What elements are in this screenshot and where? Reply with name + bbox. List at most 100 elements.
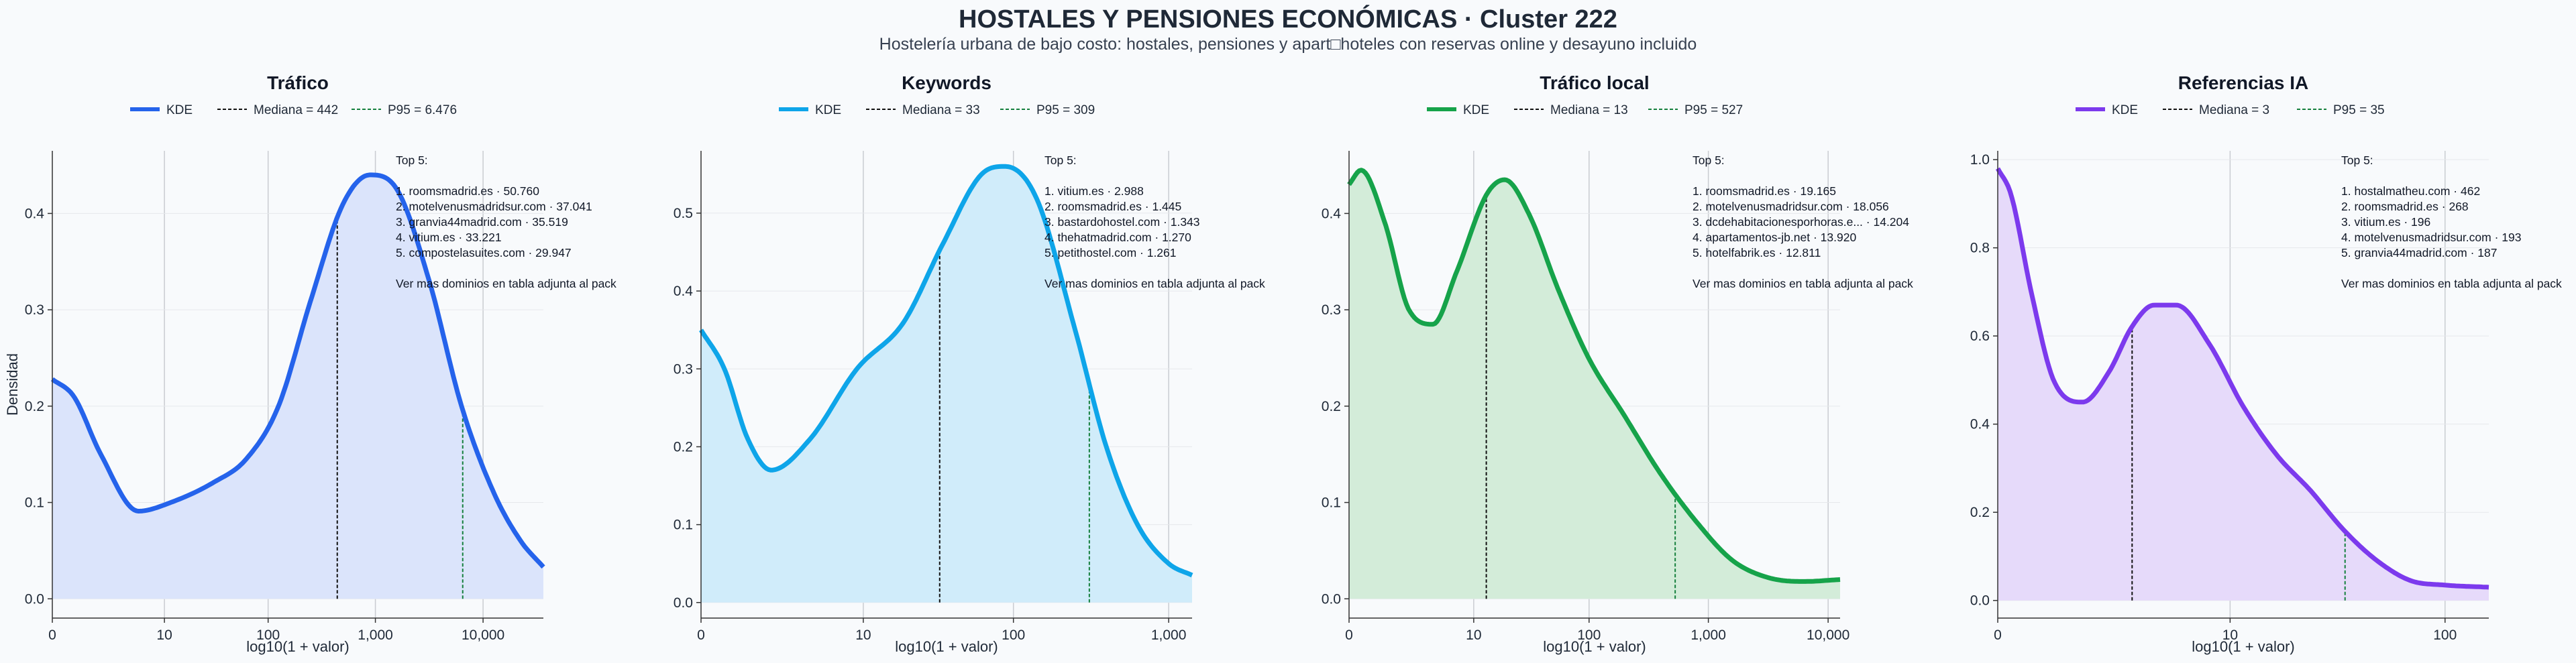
y-tick-label: 0.4 [1322, 206, 1342, 221]
y-tick-label: 0.5 [674, 206, 693, 221]
x-tick-label: 0 [697, 627, 705, 643]
top5-line: Top 5: [1044, 154, 1077, 167]
x-tick-label: 10 [2222, 627, 2238, 643]
kde-area [1349, 170, 1840, 599]
chart-title: Keywords [902, 72, 991, 93]
y-tick-label: 0.8 [1970, 241, 1990, 256]
top5-line: Top 5: [2341, 154, 2373, 167]
x-tick-label: 0 [1994, 627, 2002, 643]
y-tick-label: 1.0 [1970, 152, 1990, 168]
y-axis-title: Densidad [4, 353, 21, 416]
top5-line: 3. dcdehabitacionesporhoras.e... · 14.20… [1693, 215, 1909, 229]
y-tick-label: 0.2 [25, 399, 44, 414]
top5-box: Top 5: 1. roomsmadrid.es · 19.165 2. motel… [1693, 154, 1913, 290]
top5-line: 2. roomsmadrid.es · 268 [2341, 200, 2469, 213]
legend-kde-label: KDE [166, 103, 193, 117]
x-tick-label: 100 [1002, 627, 1025, 643]
top5-line: 2. motelvenusmadridsur.com · 37.041 [396, 200, 592, 213]
x-tick-label: 10 [156, 627, 172, 643]
top5-line: 4. thehatmadrid.com · 1.270 [1044, 231, 1191, 244]
y-tick-label: 0.0 [674, 595, 693, 611]
top5-line: 2. roomsmadrid.es · 1.445 [1044, 200, 1181, 213]
x-axis-title: log10(1 + valor) [246, 638, 349, 655]
y-tick-label: 0.1 [674, 518, 693, 533]
legend-p95-label: P95 = 309 [1036, 103, 1095, 117]
top5-line: 5. granvia44madrid.com · 187 [2341, 246, 2497, 259]
legend-kde-label: KDE [815, 103, 841, 117]
y-tick-label: 0.0 [1970, 593, 1990, 609]
kde-line [1347, 168, 1841, 584]
y-tick-label: 0.3 [674, 361, 693, 377]
y-tick-label: 0.2 [1970, 505, 1990, 520]
x-tick-label: 100 [2433, 627, 2457, 643]
y-tick-label: 0.2 [1322, 399, 1341, 414]
kde-area [701, 166, 1192, 603]
kde-area [52, 174, 543, 599]
top5-box: Top 5: 1. roomsmadrid.es · 50.760 2. motel… [396, 154, 616, 290]
page-title: HOSTALES Y PENSIONES ECONÓMICAS · Cluste… [959, 5, 1617, 34]
y-tick-label: 0.2 [674, 439, 693, 455]
x-tick-label: 0 [1345, 627, 1353, 643]
top5-line: 3. granvia44madrid.com · 35.519 [396, 215, 568, 229]
x-axis-title: log10(1 + valor) [2192, 638, 2294, 655]
chart-legend: KDE Mediana = 33 P95 = 309 [779, 103, 1095, 117]
legend-p95-label: P95 = 527 [1684, 103, 1743, 117]
x-tick-label: 1,000 [1151, 627, 1187, 643]
top5-line: 1. roomsmadrid.es · 50.760 [396, 184, 539, 198]
legend-p95-label: P95 = 6.476 [388, 103, 457, 117]
legend-kde-label: KDE [2112, 103, 2138, 117]
chart-panel-4: Referencias IA KDE Mediana = 3 P95 = 35 0 10 1… [1970, 72, 2562, 655]
top5-box: Top 5: 1. hostalmatheu.com · 462 2. roomsm… [2341, 154, 2562, 290]
top5-line: 3. vitium.es · 196 [2341, 215, 2430, 229]
kde-line [50, 172, 545, 569]
chart-title: Tráfico [267, 72, 329, 93]
kde-area [1998, 168, 2489, 601]
top5-line: Ver mas dominios en tabla adjunta al pac… [1693, 277, 1913, 290]
top5-line: 1. vitium.es · 2.988 [1044, 184, 1144, 198]
top5-line: Ver mas dominios en tabla adjunta al pac… [396, 277, 616, 290]
chart-legend: KDE Mediana = 13 P95 = 527 [1427, 103, 1743, 117]
top5-line: 5. compostelasuites.com · 29.947 [396, 246, 572, 259]
y-tick-label: 0.0 [25, 591, 44, 607]
chart-panel-2: Keywords KDE Mediana = 33 P95 = 309 0 10 100 1,… [674, 72, 1265, 655]
chart-title: Tráfico local [1540, 72, 1649, 93]
x-tick-label: 100 [256, 627, 280, 643]
top5-line: 4. motelvenusmadridsur.com · 193 [2341, 231, 2521, 244]
y-tick-label: 0.1 [1322, 495, 1341, 511]
top5-line: 5. petithostel.com · 1.261 [1044, 246, 1177, 259]
top5-line: Ver mas dominios en tabla adjunta al pac… [1044, 277, 1265, 290]
top5-line: Top 5: [1693, 154, 1725, 167]
legend-median-label: Mediana = 33 [902, 103, 980, 117]
kde-line [699, 164, 1193, 578]
y-tick-label: 0.4 [1970, 417, 1990, 432]
legend-median-label: Mediana = 13 [1550, 103, 1628, 117]
top5-line: 5. hotelfabrik.es · 12.811 [1693, 246, 1821, 259]
top5-line: Ver mas dominios en tabla adjunta al pac… [2341, 277, 2562, 290]
legend-kde-label: KDE [1463, 103, 1489, 117]
x-axis-title: log10(1 + valor) [895, 638, 998, 655]
page-subtitle: Hostelería urbana de bajo costo: hostale… [879, 35, 1697, 54]
chart-panel-1: Tráfico KDE Mediana = 442 P95 = 6.476 0 10 100… [4, 72, 616, 655]
top5-box: Top 5: 1. vitium.es · 2.988 2. roomsmadrid… [1044, 154, 1265, 290]
x-tick-label: 10,000 [1807, 627, 1849, 643]
legend-p95-label: P95 = 35 [2333, 103, 2385, 117]
chart-legend: KDE Mediana = 442 P95 = 6.476 [130, 103, 457, 117]
x-tick-label: 10 [855, 627, 871, 643]
y-tick-label: 0.3 [25, 302, 44, 318]
legend-median-label: Mediana = 3 [2199, 103, 2269, 117]
top5-line: 4. apartamentos-jb.net · 13.920 [1693, 231, 1856, 244]
y-tick-label: 0.4 [674, 284, 694, 299]
top5-line: 1. hostalmatheu.com · 462 [2341, 184, 2480, 198]
legend-median-label: Mediana = 442 [254, 103, 338, 117]
x-tick-label: 0 [48, 627, 56, 643]
y-tick-label: 0.3 [1322, 302, 1341, 318]
top5-line: 3. bastardohostel.com · 1.343 [1044, 215, 1200, 229]
top5-line: 2. motelvenusmadridsur.com · 18.056 [1693, 200, 1889, 213]
chart-title: Referencias IA [2178, 72, 2309, 93]
chart-legend: KDE Mediana = 3 P95 = 35 [2076, 103, 2385, 117]
top5-line: 4. vitium.es · 33.221 [396, 231, 502, 244]
y-tick-label: 0.6 [1970, 328, 1990, 344]
y-tick-label: 0.4 [25, 206, 45, 221]
x-tick-label: 10 [1466, 627, 1481, 643]
